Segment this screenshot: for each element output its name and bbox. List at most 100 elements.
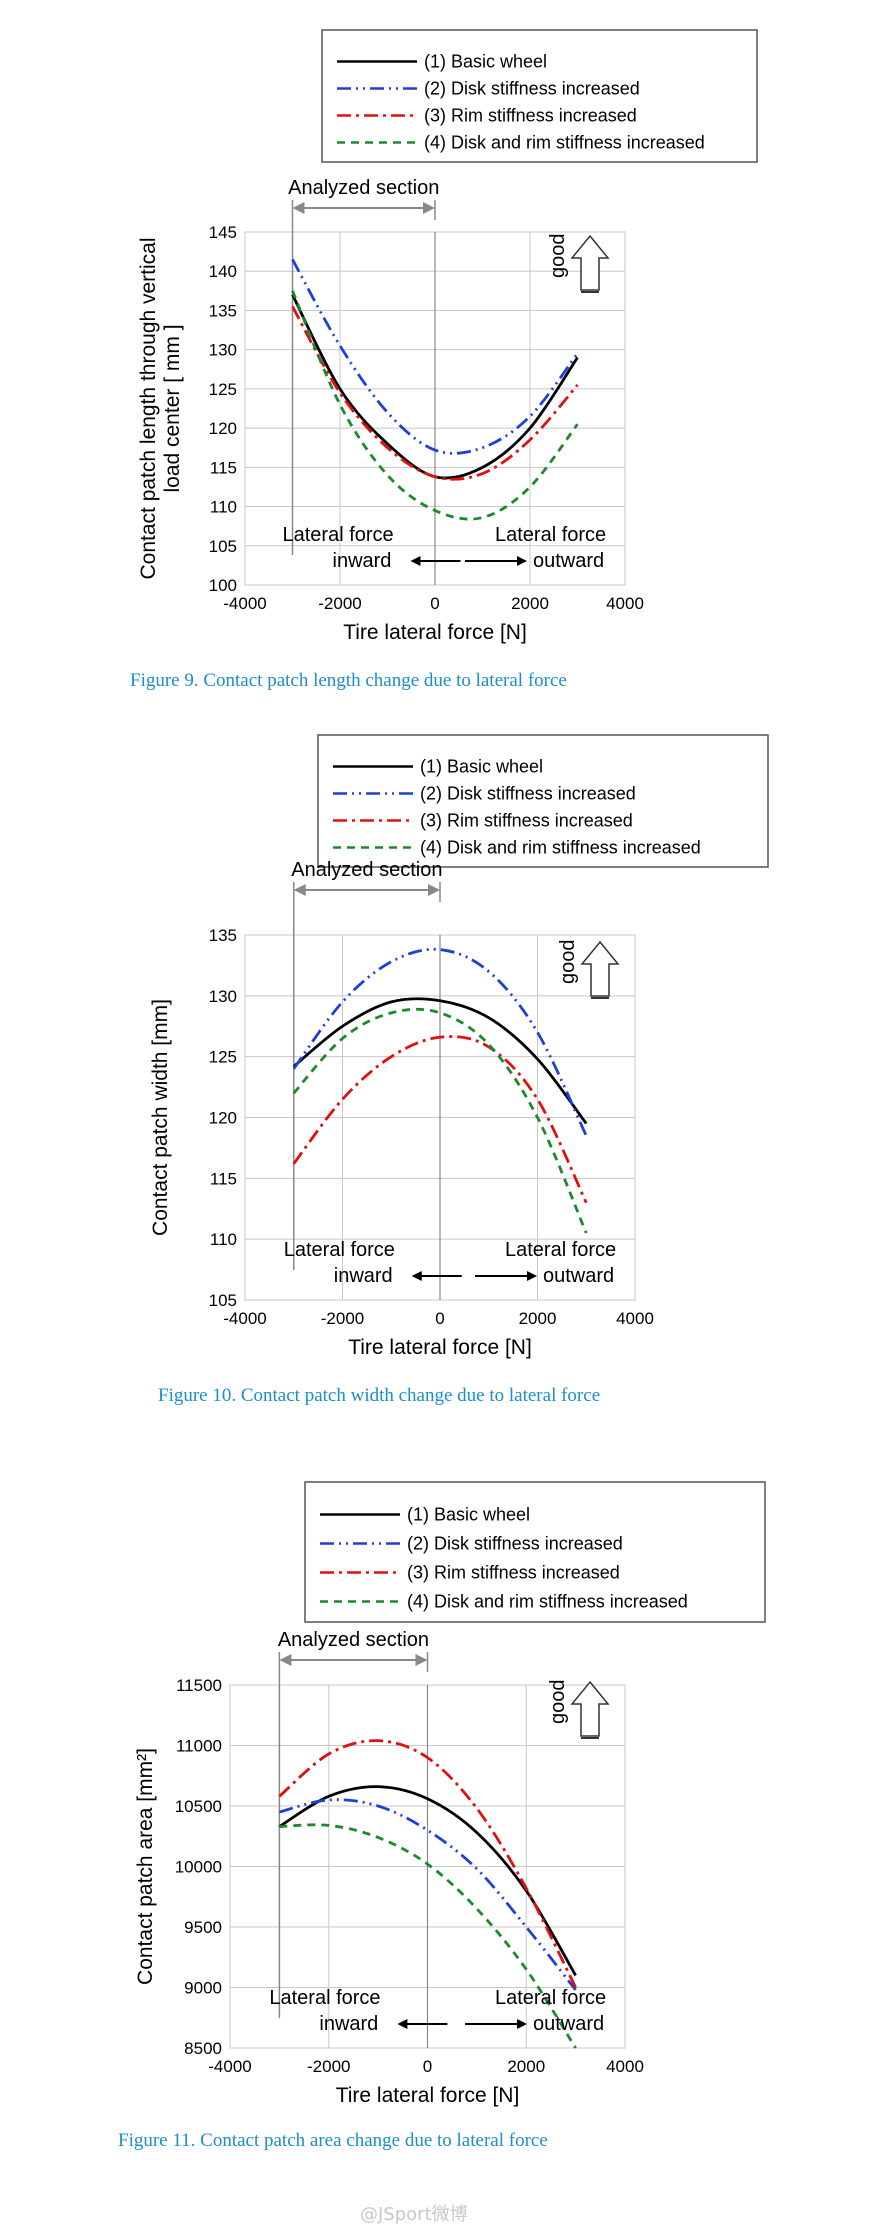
x-tick-label: 4000 xyxy=(606,594,644,613)
arrowhead-inward-icon xyxy=(397,2019,408,2029)
good-label: good xyxy=(557,940,579,985)
y-tick-label: 105 xyxy=(209,537,237,556)
y-axis-label: load center [ mm ] xyxy=(161,324,184,492)
y-tick-label: 115 xyxy=(210,458,237,477)
series-line xyxy=(291,258,579,455)
x-axis-label: Tire lateral force [N] xyxy=(348,1336,532,1359)
right-note-line1: Lateral force xyxy=(505,1239,616,1261)
arrowhead-left-icon xyxy=(279,1654,292,1666)
good-arrow-icon xyxy=(570,234,610,291)
legend-box xyxy=(321,29,758,163)
y-tick-label: 10000 xyxy=(175,1858,222,1877)
y-tick-label: 9500 xyxy=(184,1918,222,1937)
y-tick-label: 100 xyxy=(209,576,237,595)
y-tick-label: 8500 xyxy=(184,2039,222,2058)
left-note-line1: Lateral force xyxy=(269,1987,380,2009)
x-tick-label: 0 xyxy=(430,594,439,613)
legend-label: (1) Basic wheel xyxy=(424,52,547,72)
x-tick-label: 0 xyxy=(423,2057,432,2076)
good-label: good xyxy=(547,1680,569,1725)
figure-10: (1) Basic wheel (2) Disk stiffness increa… xyxy=(0,730,876,1460)
series-line xyxy=(278,1785,577,1977)
y-tick-label: 145 xyxy=(209,223,237,242)
x-tick-label: -2000 xyxy=(318,594,361,613)
legend-label: (3) Rim stiffness increased xyxy=(407,1563,620,1583)
chart-figure-10: (1) Basic wheel (2) Disk stiffness increa… xyxy=(149,734,769,1359)
right-note-line2: outward xyxy=(533,550,604,572)
y-tick-label: 130 xyxy=(209,987,237,1006)
figure-caption: Figure 9. Contact patch length change du… xyxy=(130,670,567,691)
y-axis-label: Contact patch length through vertical xyxy=(137,237,160,579)
legend-label: (1) Basic wheel xyxy=(407,1505,530,1525)
series-line xyxy=(292,947,588,1137)
x-tick-label: -2000 xyxy=(307,2057,350,2076)
series-line xyxy=(292,997,588,1125)
y-tick-label: 110 xyxy=(210,498,237,517)
series-line xyxy=(292,1007,588,1234)
arrowhead-outward-icon xyxy=(517,556,527,566)
series-line xyxy=(291,305,579,481)
series-line xyxy=(279,1823,577,2049)
arrowhead-right-icon xyxy=(423,202,435,214)
left-note-line1: Lateral force xyxy=(284,1239,395,1261)
y-tick-label: 140 xyxy=(209,262,237,281)
legend-label: (2) Disk stiffness increased xyxy=(424,79,640,99)
y-axis-label: Contact patch area [mm²] xyxy=(134,1748,157,1985)
arrowhead-left-icon xyxy=(292,202,305,214)
legend-label: (1) Basic wheel xyxy=(420,757,543,777)
left-note-line1: Lateral force xyxy=(283,524,394,546)
legend-label: (2) Disk stiffness increased xyxy=(407,1534,623,1554)
left-note-line2: inward xyxy=(319,2013,378,2035)
x-tick-label: 4000 xyxy=(606,2057,644,2076)
figure-caption: Figure 11. Contact patch area change due… xyxy=(118,2130,548,2151)
right-note-line2: outward xyxy=(543,1265,614,1287)
good-arrow-icon xyxy=(570,1680,610,1737)
y-tick-label: 125 xyxy=(209,380,237,399)
chart-figure-11: (1) Basic wheel (2) Disk stiffness increa… xyxy=(134,1481,766,2107)
analyzed-section-label: Analyzed section xyxy=(291,859,442,881)
right-note-line2: outward xyxy=(533,2013,604,2035)
figure-9: (1) Basic wheel (2) Disk stiffness increa… xyxy=(0,0,876,730)
y-tick-label: 110 xyxy=(210,1230,237,1249)
good-label: good xyxy=(547,234,569,279)
arrowhead-inward-icon xyxy=(410,556,421,566)
chart-figure-9: (1) Basic wheel (2) Disk stiffness increa… xyxy=(137,29,758,644)
x-axis-label: Tire lateral force [N] xyxy=(336,2084,520,2107)
analyzed-section-label: Analyzed section xyxy=(288,177,439,199)
right-note-line1: Lateral force xyxy=(495,1987,606,2009)
legend-label: (4) Disk and rim stiffness increased xyxy=(424,133,705,153)
y-tick-label: 105 xyxy=(209,1291,237,1310)
y-tick-label: 10500 xyxy=(175,1797,222,1816)
right-note-line1: Lateral force xyxy=(495,524,606,546)
left-note-line2: inward xyxy=(334,1265,393,1287)
arrowhead-inward-icon xyxy=(411,1271,422,1281)
x-tick-label: -2000 xyxy=(321,1309,364,1328)
x-tick-label: 2000 xyxy=(511,594,549,613)
y-tick-label: 9000 xyxy=(184,1979,222,1998)
arrowhead-outward-icon xyxy=(517,2019,527,2029)
x-tick-label: -4000 xyxy=(223,594,266,613)
y-tick-label: 130 xyxy=(209,341,237,360)
x-tick-label: -4000 xyxy=(223,1309,266,1328)
x-tick-label: 0 xyxy=(435,1309,444,1328)
good-arrow-icon xyxy=(580,940,620,997)
y-tick-label: 11500 xyxy=(176,1676,222,1695)
y-tick-label: 11000 xyxy=(176,1737,222,1756)
series-line xyxy=(292,1035,588,1204)
legend-label: (4) Disk and rim stiffness increased xyxy=(407,1592,688,1612)
series-line xyxy=(291,290,579,521)
legend-box xyxy=(317,734,769,868)
y-tick-label: 120 xyxy=(209,419,237,438)
arrowhead-right-icon xyxy=(415,1654,428,1666)
x-axis-label: Tire lateral force [N] xyxy=(343,621,527,644)
arrowhead-right-icon xyxy=(428,884,440,896)
legend-box xyxy=(304,1481,766,1623)
figure-11: (1) Basic wheel (2) Disk stiffness increa… xyxy=(0,1460,876,2236)
arrowhead-outward-icon xyxy=(527,1271,537,1281)
x-tick-label: 4000 xyxy=(616,1309,654,1328)
y-tick-label: 135 xyxy=(209,926,237,945)
y-tick-label: 135 xyxy=(209,301,237,320)
y-axis-label: Contact patch width [mm] xyxy=(149,999,172,1236)
legend-label: (4) Disk and rim stiffness increased xyxy=(420,838,701,858)
figure-caption: Figure 10. Contact patch width change du… xyxy=(158,1385,601,1406)
